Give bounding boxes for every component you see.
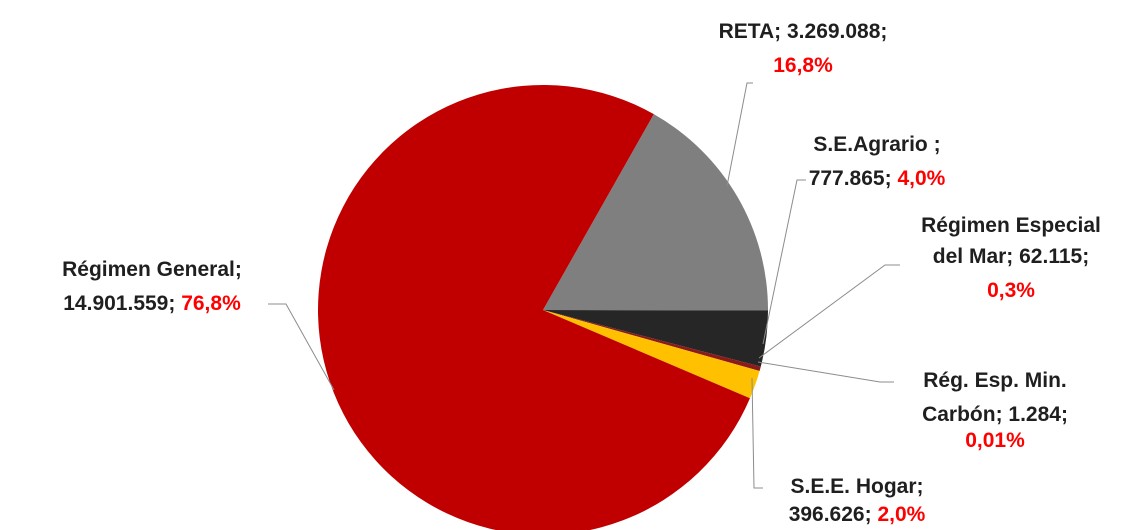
data-label-general: Régimen General; 14.901.559; 76,8% — [62, 258, 242, 315]
data-label-hogar-line1: S.E.E. Hogar; — [790, 475, 923, 498]
data-label-general-value: 14.901.559; — [63, 292, 175, 315]
pie-slice-r-gimen-general — [318, 85, 750, 530]
data-label-hogar-value: 396.626; — [789, 503, 872, 526]
data-label-agrario-line1: S.E.Agrario ; — [813, 133, 940, 156]
data-label-hogar: S.E.E. Hogar; 396.626; 2,0% — [789, 475, 926, 526]
data-label-hogar-percent: 2,0% — [877, 503, 925, 526]
data-label-agrario-value: 777.865; — [809, 167, 892, 190]
data-label-general-line2: 14.901.559; 76,8% — [63, 292, 241, 315]
data-label-carbon-line1: Rég. Esp. Min. — [923, 369, 1067, 392]
pie-slice-reta — [543, 114, 769, 311]
leader-lines — [268, 82, 900, 489]
leader-line-general — [268, 303, 335, 391]
leader-line-hogar — [751, 377, 763, 489]
leader-line-agrario — [762, 179, 806, 345]
data-label-agrario-line2: 777.865; 4,0% — [809, 167, 946, 190]
data-label-agrario-percent: 4,0% — [897, 167, 945, 190]
pie-slice-r-g-esp-min-carb-n — [543, 310, 760, 372]
data-label-mar-lines: del Mar; 62.115; 0,3% — [933, 245, 1089, 302]
leader-line-reta — [726, 82, 753, 187]
data-label-mar-percent: 0,3% — [987, 279, 1035, 302]
data-label-reta: RETA; 3.269.088; 16,8% — [719, 20, 888, 77]
data-label-reta-line1: RETA; 3.269.088; — [719, 20, 888, 43]
data-label-mar-line1: Régimen Especial — [921, 214, 1101, 237]
data-label-reta-percent: 16,8% — [773, 54, 833, 77]
pie-slices — [318, 85, 769, 530]
leader-line-carbon — [757, 361, 894, 383]
data-label-carbon-line2: Carbón; 1.284; — [922, 403, 1068, 426]
data-label-mar: Régimen Especial — [921, 214, 1101, 237]
data-label-hogar-line2: 396.626; 2,0% — [789, 503, 926, 526]
data-label-agrario: S.E.Agrario ; 777.865; 4,0% — [809, 133, 946, 190]
leader-line-mar — [758, 264, 900, 359]
data-label-carbon: Rég. Esp. Min. Carbón; 1.284; 0,01% — [922, 369, 1068, 452]
data-label-carbon-percent: 0,01% — [965, 429, 1025, 452]
pie-slice-s-e-agrario — [543, 310, 768, 367]
data-label-mar-line2: del Mar; 62.115; — [933, 245, 1089, 268]
pie-slice-r-gimen-especial-del-mar — [543, 310, 761, 371]
data-label-general-line1: Régimen General; — [62, 258, 242, 281]
pie-slice-s-e-e-hogar — [543, 310, 760, 399]
data-label-general-percent: 76,8% — [181, 292, 241, 315]
